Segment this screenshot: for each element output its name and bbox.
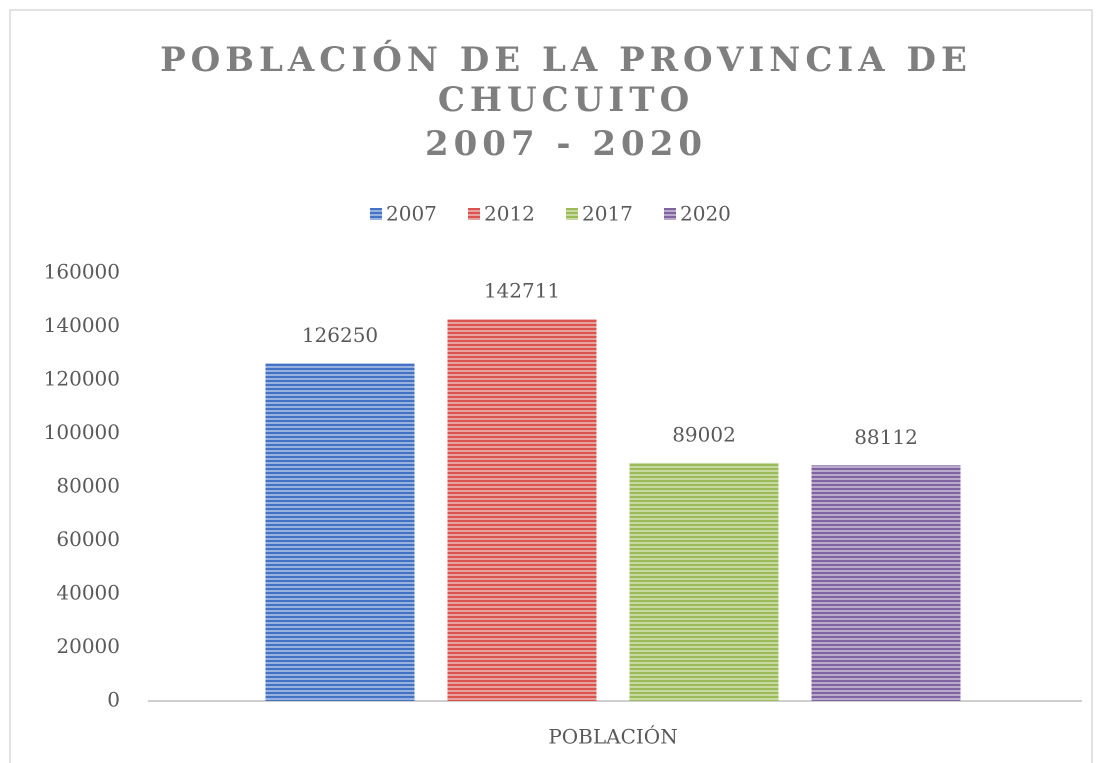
data-label: 89002 [672,422,736,446]
legend-swatch [468,208,480,220]
y-tick-label: 160000 [44,260,120,284]
y-tick-label: 60000 [56,527,120,551]
legend-swatch [566,208,578,220]
y-tick-label: 100000 [44,420,120,444]
y-tick-label: 120000 [44,367,120,391]
y-tick-label: 0 [107,688,120,712]
bar [811,465,961,701]
chart-title: 2007 - 2020 [425,124,707,164]
y-tick-label: 40000 [56,581,120,605]
data-label: 142711 [484,279,560,303]
y-tick-label: 80000 [56,474,120,498]
x-tick-label: POBLACIÓN [548,724,677,749]
bar [629,462,779,701]
legend-swatch [664,208,676,220]
data-label: 126250 [302,323,378,347]
legend-label: 2012 [484,202,535,226]
bar [265,363,415,701]
legend-label: 2020 [680,202,731,226]
chart-title: POBLACIÓN DE LA PROVINCIA DE [160,39,972,80]
chart-title: CHUCUITO [438,80,694,120]
legend-label: 2007 [386,202,437,226]
y-tick-label: 20000 [56,634,120,658]
y-tick-label: 140000 [44,313,120,337]
legend-label: 2017 [582,202,633,226]
bar [447,319,597,701]
data-label: 88112 [854,425,918,449]
legend-swatch [370,208,382,220]
